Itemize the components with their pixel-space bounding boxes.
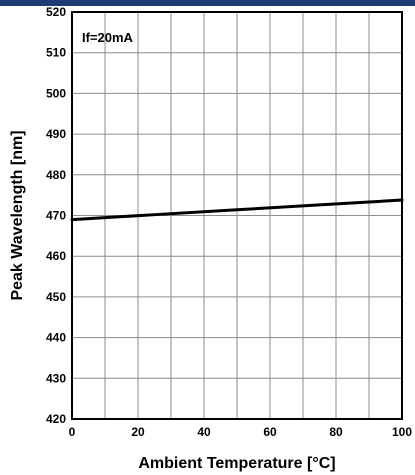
y-tick-label: 520 <box>46 5 66 19</box>
y-tick-label: 470 <box>46 209 66 223</box>
y-tick-labels: 420 430 440 450 460 470 480 490 500 510 520 <box>46 5 66 426</box>
x-tick-label: 40 <box>197 425 211 439</box>
y-tick-label: 440 <box>46 331 66 345</box>
x-tick-label: 60 <box>263 425 277 439</box>
y-tick-label: 510 <box>46 46 66 60</box>
y-tick-label: 480 <box>46 168 66 182</box>
x-tick-labels: 0 20 40 60 80 100 <box>69 425 413 439</box>
x-tick-label: 80 <box>329 425 343 439</box>
x-tick-label: 20 <box>131 425 145 439</box>
header-strip <box>0 0 415 6</box>
x-axis-title: Ambient Temperature [°C] <box>138 455 335 472</box>
y-tick-label: 430 <box>46 371 66 385</box>
plot-area-border <box>71 11 403 420</box>
x-tick-label: 100 <box>392 425 412 439</box>
series-layer <box>70 198 404 222</box>
series-line-0 <box>70 198 404 222</box>
y-tick-label: 500 <box>46 86 66 100</box>
annotation-label: If=20mA <box>82 30 134 45</box>
y-tick-label: 450 <box>46 290 66 304</box>
x-tick-label: 0 <box>69 425 76 439</box>
y-tick-label: 420 <box>46 412 66 426</box>
y-axis-title: Peak Wavelength [nm] <box>9 130 26 300</box>
y-tick-label: 460 <box>46 249 66 263</box>
y-tick-label: 490 <box>46 127 66 141</box>
